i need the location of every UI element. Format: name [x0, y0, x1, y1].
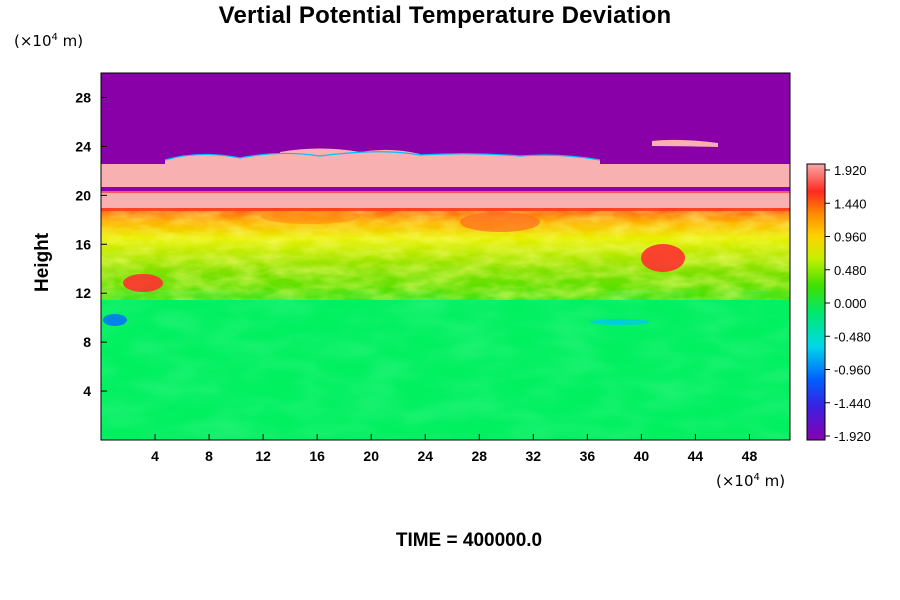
y-axis-unit: (×104 m) [14, 32, 84, 50]
colorbar-tick-label: 1.920 [834, 163, 867, 178]
x-tick-label: 4 [151, 448, 159, 464]
colorbar-tick-label: 0.480 [834, 263, 867, 278]
y-tick-label: 24 [75, 138, 91, 154]
x-tick-label: 20 [363, 448, 379, 464]
x-tick-label: 40 [634, 448, 650, 464]
colorbar-tick-label: 0.960 [834, 230, 867, 245]
x-tick-label: 24 [417, 448, 433, 464]
colorbar-tick-label: -1.920 [834, 429, 871, 444]
y-tick-label: 12 [75, 285, 91, 301]
heatmap-field [101, 73, 790, 440]
x-tick-label: 32 [526, 448, 542, 464]
colorbar [806, 163, 826, 441]
colorbar-tick-label: -1.440 [834, 396, 871, 411]
x-tick-label: 28 [471, 448, 487, 464]
y-tick-label: 8 [83, 334, 91, 350]
x-tick-label: 48 [742, 448, 758, 464]
x-axis-unit: (×104 m) [716, 472, 786, 490]
chart-title: Vertial Potential Temperature Deviation [218, 2, 672, 29]
x-tick-label: 16 [309, 448, 325, 464]
y-tick-label: 28 [75, 89, 91, 105]
colorbar-tick-label: -0.960 [834, 363, 871, 378]
time-label: TIME = 400000.0 [395, 530, 543, 551]
x-axis: 4 8 12 16 20 24 28 32 36 40 44 48 [151, 434, 757, 464]
colorbar-tick-label: 0.000 [834, 296, 867, 311]
y-tick-label: 16 [75, 236, 91, 252]
plot-frame [100, 72, 791, 441]
colorbar-tick-label: -0.480 [834, 329, 871, 344]
x-tick-label: 36 [580, 448, 596, 464]
colorbar-tick-label: 1.440 [834, 196, 867, 211]
y-tick-label: 4 [83, 383, 91, 399]
y-axis: 4 8 12 16 20 24 28 [75, 89, 107, 399]
x-tick-label: 44 [688, 448, 704, 464]
colorbar-ticks: 1.920 1.440 0.960 0.480 0.000 -0.480 -0.960 -1.… [825, 163, 871, 444]
x-tick-label: 8 [205, 448, 213, 464]
x-tick-label: 12 [255, 448, 271, 464]
y-tick-label: 20 [75, 187, 91, 203]
